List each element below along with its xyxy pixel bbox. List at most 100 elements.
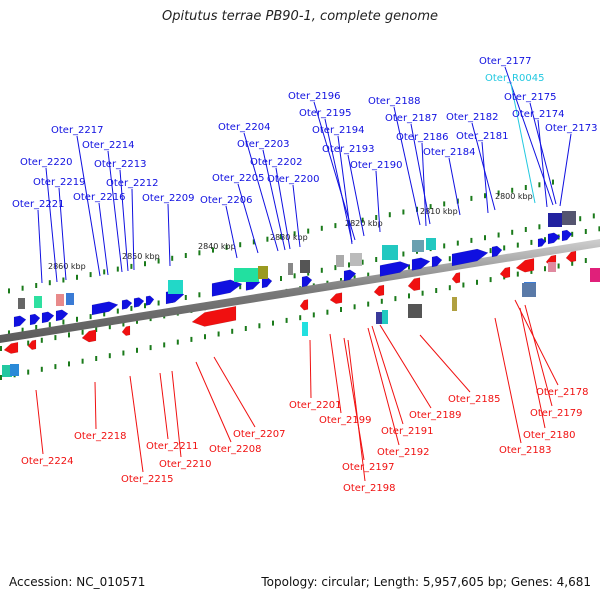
reverse-leader-line [171,370,182,458]
forward-gene-label: Oter_2216 [73,192,126,203]
forward-leader-line [76,135,101,277]
tick-dot [538,224,541,230]
forward-leader-line [131,188,135,271]
forward-gene-label: Oter_2214 [82,140,135,151]
tick-dot [375,215,378,220]
tick-dot [54,335,57,341]
scale-label: 2840 kbp [198,242,236,251]
forward-gene-arrow [133,297,145,308]
reverse-leader-line [494,317,522,444]
feature-block [522,283,536,297]
tick-dot [516,242,519,248]
forward-leader-line [37,209,43,284]
forward-leader-line [58,187,67,281]
tick-dot [95,327,98,332]
tick-dot [163,342,166,348]
tick-dot [21,285,24,291]
feature-block [382,310,388,324]
forward-gene-label: Oter_2177 [479,56,532,67]
tick-dot [524,185,527,190]
reverse-gene-label: Oter_2192 [377,447,430,458]
forward-gene-arrow [451,248,489,267]
tick-dot [462,282,465,288]
tick-dot [184,295,187,300]
reverse-gene-arrow [373,284,385,297]
tick-dot [285,317,288,323]
tick-dot [54,364,57,370]
forward-gene-label: Oter_2184 [423,147,476,158]
tick-dot [48,322,51,328]
scale-labels: 2800 kbp 2810 kbp 2820 kbp 2830 kbp 2840 kbp… [48,192,533,271]
reverse-leader-line [419,334,471,393]
tick-dot [524,227,527,232]
label-leaders [35,66,572,482]
tick-dot [8,330,10,336]
forward-gene-label: Oter_2212 [106,178,159,189]
tick-dot [244,326,247,331]
forward-leader-line [559,133,572,207]
reverse-gene-arrow [499,266,511,279]
tick-dot [293,273,296,279]
reverse-leader-line [343,337,365,461]
tick-dot [68,332,70,338]
feature-block [452,297,457,311]
tick-dot [280,234,282,239]
tick-dot [299,315,302,321]
tick-dot [538,182,541,188]
reverse-gene-arrow [299,299,309,311]
forward-leader-line [347,154,365,237]
tick-dot [27,369,30,375]
forward-leader-line [375,170,381,233]
forward-leader-line [262,149,286,251]
tick-dot [136,318,138,324]
tick-dot [217,331,220,337]
tick-dot [272,320,274,326]
topology-text: Topology: circular; Length: 5,957,605 bp… [261,575,591,589]
forward-gene-arrow [211,279,243,297]
feature-block [288,263,293,275]
backbone-bar [0,239,600,343]
reverse-gene-arrow [81,329,97,343]
forward-gene-arrow [547,232,561,245]
forward-gene-label: Oter_2206 [200,195,253,206]
forward-gene-label: Oter_2193 [322,144,375,155]
tick-dot [231,328,234,334]
tick-dot [136,347,138,353]
feature-block [590,268,600,282]
tick-dot [76,274,78,280]
tick-dot [280,276,282,281]
reverse-leader-line [129,375,144,473]
scale-label: 2810 kbp [420,207,458,216]
tick-dot [503,245,506,251]
tick-dot [348,262,350,268]
tick-dot [402,251,405,257]
forward-leader-line [337,135,353,245]
tick-dot [361,259,364,265]
tick-dot [103,311,106,317]
tick-dot [40,366,43,372]
tick-dot [476,279,478,285]
tick-dot [81,358,84,364]
reverse-gene-label: Oter_2199 [319,415,372,426]
reverse-leader-line [94,381,97,430]
reverse-leader-line [514,299,559,386]
forward-gene-arrow [379,261,411,277]
forward-gene-arrow [537,237,547,248]
forward-gene-label: Oter_2175 [504,92,557,103]
tick-dot [320,225,323,231]
reverse-gene-label: Oter_2185 [448,394,501,405]
feature-block [2,365,12,377]
tick-dot [388,212,391,218]
tick-dot [108,353,111,359]
reverse-leader-line [35,389,44,455]
forward-leader-line [107,150,123,273]
reverse-gene-label: Oter_2201 [289,400,342,411]
tick-dot [326,309,329,315]
tick-dot [144,261,146,267]
tick-dot [307,228,310,234]
forward-gene-arrow [561,229,573,242]
forward-gene-label: Oter_2187 [385,113,438,124]
forward-gene-label: Oter_2213 [94,159,147,170]
forward-gene-label: Oter_2173 [545,123,598,134]
